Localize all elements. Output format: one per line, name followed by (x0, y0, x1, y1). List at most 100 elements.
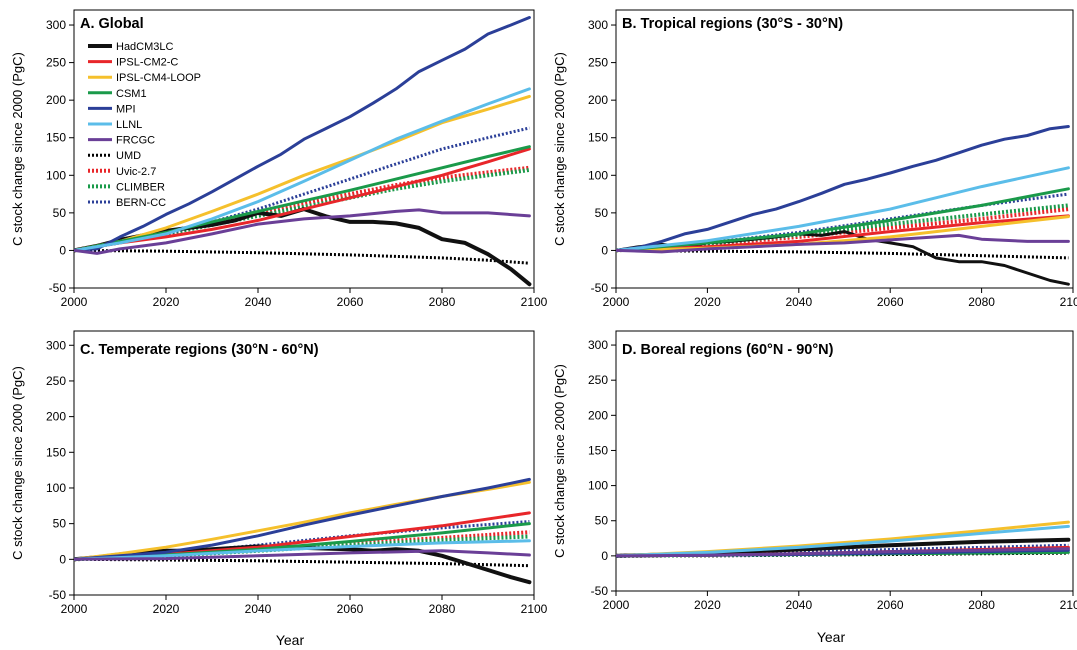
series-line-mpi (74, 16, 531, 252)
y-tick-label: 300 (588, 338, 608, 352)
series-line-csm1 (616, 187, 1070, 252)
legend-label: IPSL-CM4-LOOP (116, 72, 201, 84)
y-tick-label: 250 (46, 56, 66, 70)
series-group (74, 477, 532, 585)
y-axis-label: C stock change since 2000 (PgC) (552, 52, 567, 246)
series-line-mpi (616, 125, 1070, 252)
y-tick-label: 50 (53, 206, 67, 220)
legend-label: HadCM3LC (116, 41, 174, 53)
legend-label: CSM1 (116, 88, 147, 100)
y-tick-label: 100 (46, 168, 66, 182)
x-tick-label: 2040 (245, 602, 272, 616)
x-tick-label: 2040 (785, 598, 812, 612)
x-tick-label: 2060 (337, 295, 364, 309)
x-tick-label: 2060 (877, 295, 904, 309)
shared-xlabel-right: Year (817, 629, 846, 645)
series-group (74, 16, 532, 287)
legend-label: FRCGC (116, 135, 155, 147)
x-tick-label: 2040 (245, 295, 272, 309)
chart-panel-4: -50 0 50 100 150 200 250 300 2000 2020 2040 2060 208… (552, 330, 1077, 612)
y-tick-label: 0 (601, 549, 608, 563)
series-line-ipsl-cm2-c (74, 147, 531, 252)
y-tick-label: 250 (46, 374, 66, 388)
x-tick-label: 2100 (1060, 295, 1077, 309)
legend-label: CLIMBER (116, 181, 165, 193)
panel-title: B. Tropical regions (30°S - 30°N) (622, 16, 843, 32)
y-tick-label: -50 (591, 584, 609, 598)
y-axis-label: C stock change since 2000 (PgC) (10, 52, 25, 246)
y-tick-label: 200 (588, 408, 608, 422)
shared-xlabel-left: Year (276, 632, 305, 648)
y-tick-label: 150 (46, 445, 66, 459)
y-tick-label: 300 (46, 18, 66, 32)
x-tick-label: 2000 (603, 598, 630, 612)
legend-label: BERN-CC (116, 197, 166, 209)
series-line-frcgc (616, 547, 1070, 558)
x-tick-label: 2000 (603, 295, 630, 309)
series-line-llnl (616, 166, 1070, 252)
x-tick-label: 2020 (694, 598, 721, 612)
y-tick-label: 50 (595, 514, 609, 528)
y-tick-label: 300 (588, 18, 608, 32)
y-tick-label: 150 (588, 443, 608, 457)
y-tick-label: 250 (588, 56, 608, 70)
y-tick-label: 250 (588, 373, 608, 387)
series-line-ipsl-cm4-loop (74, 94, 531, 252)
chart-panel-2: -50 0 50 100 150 200 250 300 2000 2020 2040 2060 208… (552, 9, 1077, 309)
x-tick-label: 2080 (968, 598, 995, 612)
series-line-frcgc (74, 549, 531, 561)
panel-title: D. Boreal regions (60°N - 90°N) (622, 342, 834, 358)
legend-label: MPI (116, 103, 136, 115)
series-line-frcgc (74, 208, 531, 255)
y-tick-label: 100 (588, 168, 608, 182)
y-tick-label: 300 (46, 338, 66, 352)
x-tick-label: 2040 (785, 295, 812, 309)
series-line-frcgc (616, 233, 1070, 254)
x-tick-label: 2100 (1060, 598, 1077, 612)
x-tick-label: 2000 (61, 295, 88, 309)
series-group (616, 520, 1071, 558)
series-line-llnl (616, 524, 1070, 558)
legend-label: Uvic-2.7 (116, 166, 156, 178)
y-tick-label: 0 (601, 243, 608, 257)
series-line-mpi (74, 477, 531, 561)
x-tick-label: 2080 (968, 295, 995, 309)
x-tick-label: 2060 (877, 598, 904, 612)
x-tick-label: 2020 (153, 602, 180, 616)
series-line-umd (74, 248, 530, 265)
x-tick-label: 2060 (337, 602, 364, 616)
legend-label: UMD (116, 150, 141, 162)
series-line-llnl (74, 539, 531, 561)
y-tick-label: 0 (59, 243, 66, 257)
y-tick-label: -50 (591, 281, 609, 295)
y-tick-label: -50 (49, 588, 67, 602)
y-tick-label: 100 (588, 479, 608, 493)
plot-frame (615, 330, 1074, 592)
chart-panel-1: -50 0 50 100 150 200 250 300 2000 2020 2040 2060 208… (10, 9, 548, 309)
y-tick-label: 50 (53, 517, 67, 531)
y-tick-label: 50 (595, 206, 609, 220)
series-group (616, 125, 1070, 286)
x-tick-label: 2080 (429, 295, 456, 309)
legend: HadCM3LC IPSL-CM2-C IPSL-CM4-LOOP CSM1 MPI LL… (88, 41, 201, 209)
y-tick-label: -50 (49, 281, 67, 295)
x-tick-label: 2100 (521, 602, 548, 616)
legend-label: IPSL-CM2-C (116, 57, 178, 69)
y-axis-label: C stock change since 2000 (PgC) (10, 366, 25, 560)
x-tick-label: 2080 (429, 602, 456, 616)
series-line-llnl (74, 87, 531, 252)
y-tick-label: 200 (46, 93, 66, 107)
y-tick-label: 200 (46, 410, 66, 424)
chart-panel-3: -50 0 50 100 150 200 250 300 2000 2020 2040 2060 208… (10, 330, 548, 616)
y-tick-label: 150 (46, 131, 66, 145)
x-tick-label: 2100 (521, 295, 548, 309)
y-tick-label: 0 (59, 552, 66, 566)
y-tick-label: 150 (588, 131, 608, 145)
plot-frame (615, 9, 1074, 289)
x-tick-label: 2020 (694, 295, 721, 309)
panel-title: A. Global (80, 16, 144, 32)
y-tick-label: 100 (46, 481, 66, 495)
y-axis-label: C stock change since 2000 (PgC) (552, 364, 567, 558)
x-tick-label: 2020 (153, 295, 180, 309)
x-tick-label: 2000 (61, 602, 88, 616)
